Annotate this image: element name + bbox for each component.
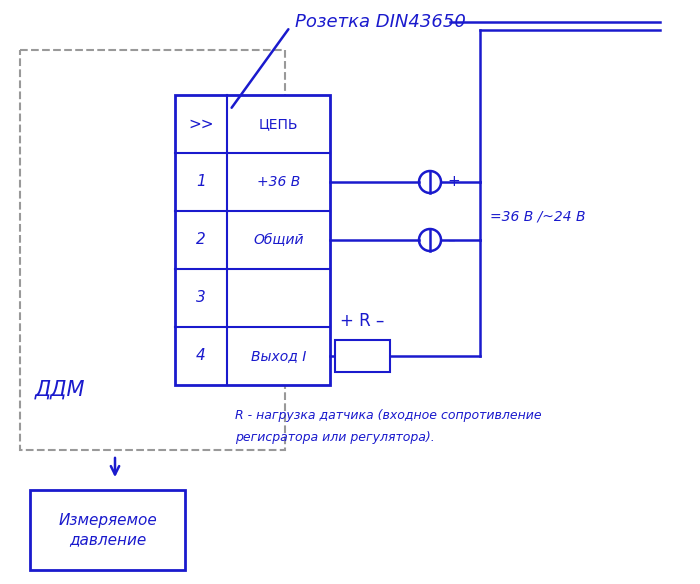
Text: 3: 3 bbox=[196, 290, 206, 305]
Text: =36 В /~24 В: =36 В /~24 В bbox=[490, 209, 585, 223]
Text: Выход I: Выход I bbox=[251, 349, 306, 363]
Text: Общий: Общий bbox=[253, 233, 304, 247]
Text: >>: >> bbox=[188, 116, 214, 131]
Text: R - нагрузка датчика (входное сопротивление: R - нагрузка датчика (входное сопротивле… bbox=[235, 408, 542, 422]
Text: –: – bbox=[447, 232, 454, 248]
Text: +36 В: +36 В bbox=[257, 175, 300, 189]
Text: 4: 4 bbox=[196, 349, 206, 363]
Text: 1: 1 bbox=[196, 175, 206, 189]
Text: ДДМ: ДДМ bbox=[35, 380, 85, 400]
Text: Розетка DIN43650: Розетка DIN43650 bbox=[295, 13, 466, 31]
Bar bbox=[335, 340, 390, 372]
Text: Измеряемое
давление: Измеряемое давление bbox=[58, 513, 157, 547]
Text: + R –: + R – bbox=[340, 312, 385, 330]
Text: ЦЕПЬ: ЦЕПЬ bbox=[259, 117, 298, 131]
Bar bbox=[20, 50, 285, 450]
Text: регисратора или регулятора).: регисратора или регулятора). bbox=[235, 432, 435, 444]
Bar bbox=[175, 95, 330, 385]
Text: 2: 2 bbox=[196, 232, 206, 248]
Text: +: + bbox=[447, 175, 460, 189]
Bar bbox=[30, 490, 185, 570]
